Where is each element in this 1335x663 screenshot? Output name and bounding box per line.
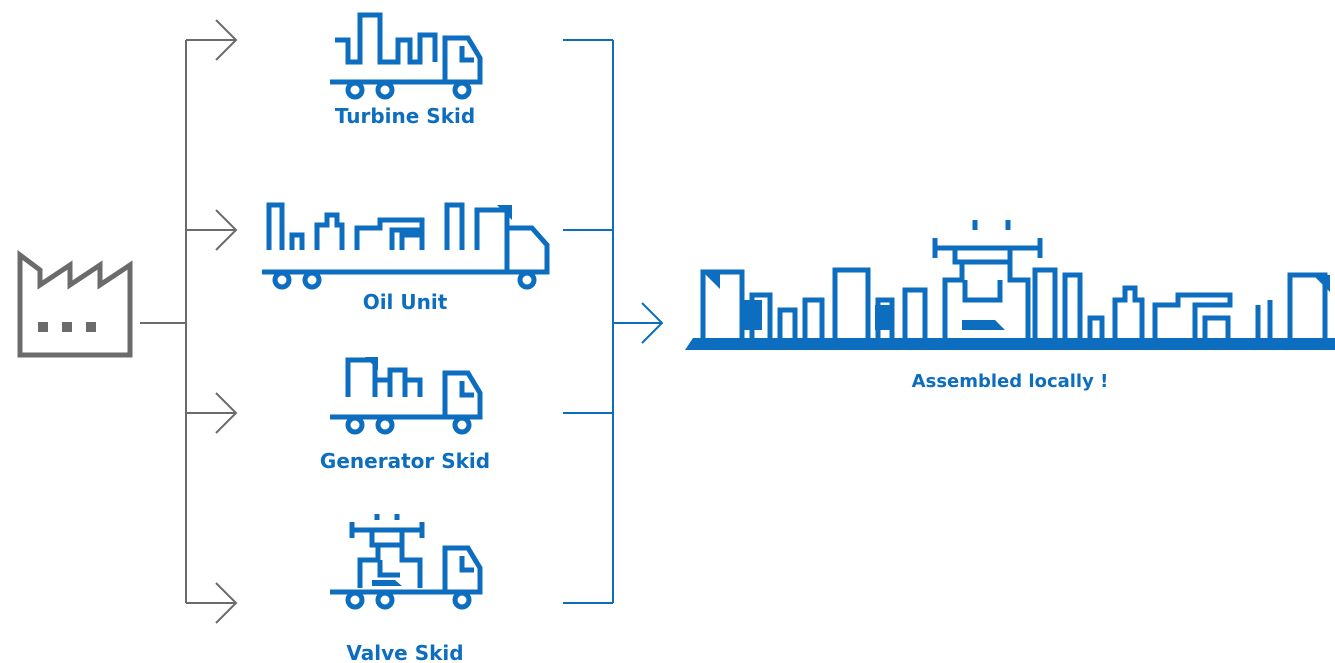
oil-truck-icon	[262, 205, 547, 287]
assembled-plant-icon	[685, 220, 1335, 350]
node-label: Turbine Skid	[335, 104, 475, 128]
node-label: Generator Skid	[320, 449, 490, 473]
node-label: Valve Skid	[346, 641, 463, 663]
turbine-truck-icon	[330, 15, 480, 97]
factory-icon	[20, 255, 130, 355]
valve-truck-icon	[330, 514, 480, 607]
diagram: Turbine Skid Oil Unit Generator Skid Val…	[0, 0, 1335, 663]
collect-lines	[563, 40, 662, 603]
distribution-lines	[140, 20, 236, 623]
generator-truck-icon	[330, 357, 480, 432]
node-label: Oil Unit	[363, 290, 448, 314]
result-label: Assembled locally !	[912, 371, 1109, 392]
